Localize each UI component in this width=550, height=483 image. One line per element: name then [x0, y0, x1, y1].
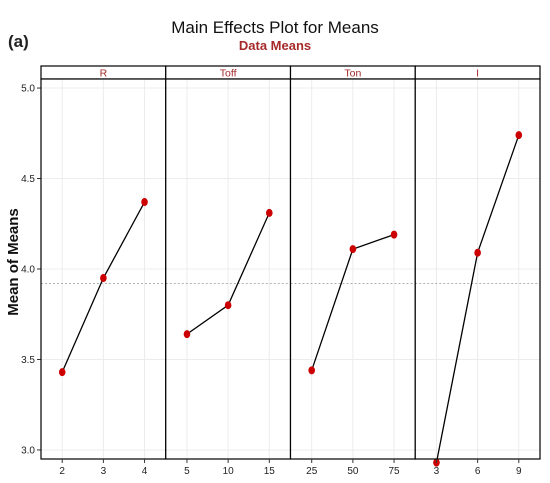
- y-tick-label: 3.0: [21, 445, 35, 456]
- y-tick-label: 4.0: [21, 265, 35, 276]
- x-tick-label: 5: [184, 466, 190, 477]
- y-axis-label: Mean of Means: [5, 208, 22, 316]
- data-point: [474, 248, 481, 257]
- x-tick-label: 10: [223, 466, 235, 477]
- facet-strip-label: Toff: [220, 68, 237, 80]
- x-tick-label: 3: [101, 466, 107, 477]
- facet-strip-label: Ton: [344, 68, 361, 80]
- x-tick-label: 9: [516, 466, 522, 477]
- x-tick-label: 2: [59, 466, 65, 477]
- x-tick-label: 75: [388, 466, 400, 477]
- data-point: [390, 230, 398, 239]
- x-tick-label: 3: [434, 466, 440, 477]
- y-tick-label: 3.5: [21, 355, 35, 366]
- data-point: [515, 131, 523, 140]
- x-tick-label: 25: [306, 466, 318, 477]
- plot-area: 3.0 3.5 4.0 4.5 5.0 R 2 3 4 Toff 5 10 15 Ton 25 50 75 I 3 6…: [21, 65, 541, 477]
- facet-strip-label: I: [476, 68, 479, 80]
- panel-tag: (a): [8, 32, 29, 51]
- facet-strip-label: R: [100, 68, 108, 80]
- data-point: [100, 274, 107, 283]
- x-tick-label: 50: [347, 466, 359, 477]
- chart-subtitle: Data Means: [239, 38, 311, 53]
- x-tick-label: 6: [475, 466, 481, 477]
- chart-title: Main Effects Plot for Means: [171, 18, 379, 37]
- data-point: [224, 301, 232, 310]
- data-point: [308, 366, 316, 375]
- facet-panel-r: R 2 3 4: [40, 65, 167, 477]
- data-point: [349, 245, 357, 254]
- data-point: [141, 198, 148, 207]
- facet-panel-i: I 3 6 9: [414, 65, 541, 477]
- y-tick-label: 5.0: [21, 84, 35, 95]
- facet-panel-ton: Ton 25 50 75: [289, 65, 416, 477]
- y-tick-label: 4.5: [21, 174, 35, 185]
- data-point: [265, 208, 273, 217]
- data-point: [183, 330, 191, 339]
- facet-panel-toff: Toff 5 10 15: [165, 65, 292, 477]
- data-point: [58, 368, 66, 377]
- x-tick-label: 15: [264, 466, 276, 477]
- x-tick-label: 4: [142, 466, 148, 477]
